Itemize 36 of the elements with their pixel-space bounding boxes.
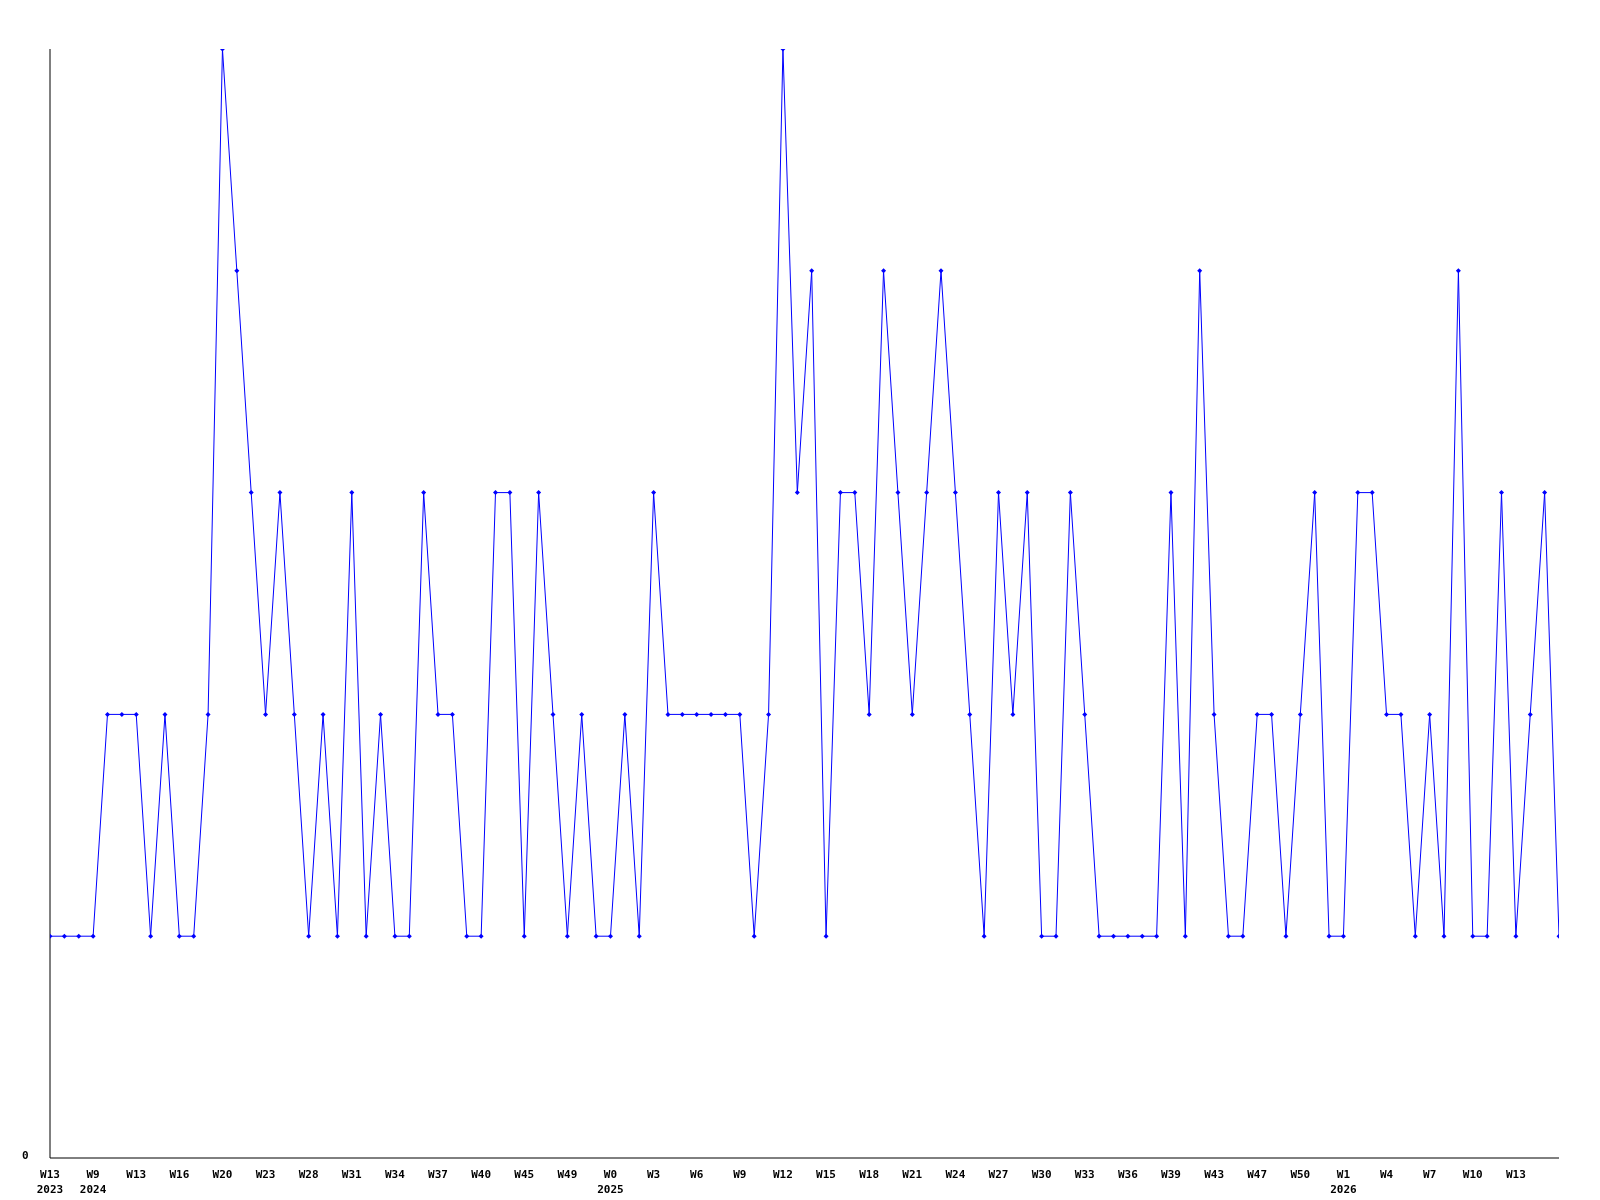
x-tick-label: W31 (341, 1168, 363, 1181)
x-tick-label: W43 (1204, 1168, 1225, 1181)
x-tick-label: W15 (816, 1168, 836, 1181)
x-tick-label: W34 (384, 1168, 406, 1181)
x-tick-label: W6 (690, 1168, 704, 1181)
x-tick-label: W3 (646, 1168, 661, 1181)
x-tick-label: W9 (733, 1168, 747, 1181)
x-tick-label: W30 (1031, 1168, 1052, 1181)
x-tick-label: W37 (428, 1168, 448, 1181)
x-tick-label: W49 (557, 1168, 578, 1181)
x-tick-label: W36 (1117, 1168, 1139, 1181)
x-tick-label: W1 2026 (1330, 1168, 1358, 1196)
x-tick-label: W4 (1379, 1168, 1394, 1181)
x-tick-label: W7 (1423, 1168, 1437, 1181)
x-tick-label: W9 2024 (79, 1168, 107, 1196)
text: 0 (22, 1149, 29, 1162)
x-tick-label: W21 (902, 1168, 923, 1181)
x-tick-label: W13 (1505, 1168, 1526, 1181)
x-tick-label: W50 (1290, 1168, 1311, 1181)
x-tick-label: W39 (1161, 1168, 1181, 1181)
x-tick-label: W28 (298, 1168, 319, 1181)
x-tick-label: W24 (945, 1168, 966, 1181)
x-tick-label: W13 (126, 1168, 147, 1181)
x-tick-label: W45 (514, 1168, 535, 1181)
x-tick-label: W40 (471, 1168, 492, 1181)
x-tick-label: W20 (212, 1168, 233, 1181)
x-tick-label: W16 (169, 1168, 190, 1181)
x-tick-label: W18 (859, 1168, 880, 1181)
x-tick-label: W0 2025 (597, 1168, 624, 1196)
x-tick-label: W13 2023 (36, 1168, 64, 1196)
x-tick-label: W33 (1074, 1168, 1095, 1181)
x-tick-label: W47 (1247, 1168, 1268, 1181)
x-tick-label: W27 (988, 1168, 1009, 1181)
x-tick-label: W12 (773, 1168, 793, 1181)
x-tick-label: W10 (1462, 1168, 1483, 1181)
x-tick-label: W23 (255, 1168, 276, 1181)
